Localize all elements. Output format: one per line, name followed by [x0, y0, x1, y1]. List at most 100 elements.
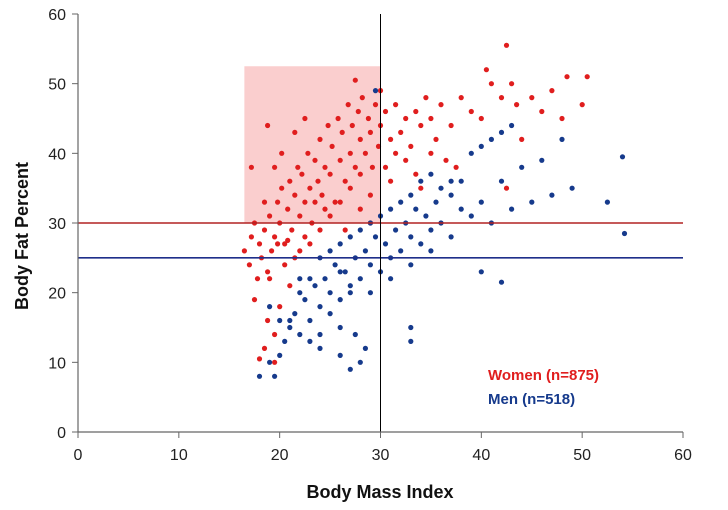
data-point — [347, 283, 353, 289]
data-point — [287, 283, 293, 289]
data-point — [408, 192, 414, 198]
data-point — [272, 234, 278, 240]
data-point — [279, 185, 285, 191]
data-point — [272, 164, 278, 170]
data-point — [509, 206, 515, 212]
data-point — [275, 199, 281, 205]
data-point — [337, 241, 343, 247]
data-point — [362, 150, 368, 156]
data-point — [388, 206, 394, 212]
data-point — [418, 185, 424, 191]
data-point — [342, 227, 348, 233]
data-point — [458, 206, 464, 212]
data-point — [345, 102, 351, 108]
data-point — [248, 164, 254, 170]
data-point — [408, 143, 414, 149]
axis-layer: 0 10 20 30 40 50 60 0 10 20 30 40 50 60 — [48, 7, 692, 464]
data-point — [357, 276, 363, 282]
data-point — [483, 67, 489, 73]
data-point — [327, 290, 333, 296]
data-point — [355, 108, 361, 115]
data-point — [332, 199, 338, 205]
data-point — [269, 248, 275, 254]
data-point — [621, 230, 628, 237]
data-point — [478, 269, 484, 275]
data-point — [352, 77, 358, 83]
data-point — [287, 324, 293, 331]
data-point — [519, 136, 525, 142]
data-point — [369, 164, 375, 170]
data-point — [347, 150, 353, 156]
data-point — [408, 262, 414, 268]
x-tick-label: 10 — [170, 447, 188, 464]
data-point — [337, 269, 343, 275]
data-point — [322, 206, 328, 212]
data-point — [468, 108, 474, 115]
legend-men: Men (n=518) — [488, 391, 575, 408]
x-axis-title: Body Mass Index — [306, 482, 453, 502]
data-point — [418, 178, 424, 184]
data-point — [418, 241, 424, 247]
data-point — [503, 42, 510, 48]
data-point — [357, 227, 363, 233]
data-point — [382, 164, 389, 170]
data-point — [275, 241, 281, 247]
data-point — [519, 164, 525, 170]
y-tick-label: 50 — [48, 77, 66, 94]
x-tick-label: 30 — [372, 447, 390, 464]
data-point — [438, 102, 444, 108]
data-point — [365, 115, 371, 122]
data-point — [335, 115, 341, 122]
data-point — [342, 178, 348, 184]
data-point — [433, 136, 439, 142]
data-point — [413, 206, 419, 212]
data-point — [277, 304, 283, 310]
data-point — [509, 81, 515, 87]
data-point — [478, 143, 484, 149]
data-point — [549, 192, 555, 198]
data-point — [398, 248, 404, 254]
data-point — [246, 262, 252, 268]
shaded-region — [244, 66, 381, 223]
data-point — [367, 262, 373, 268]
data-point — [327, 171, 333, 177]
data-point — [272, 331, 278, 338]
data-point — [342, 269, 348, 275]
data-point — [282, 262, 288, 268]
y-tick-label: 40 — [48, 146, 66, 163]
data-point — [312, 199, 318, 205]
data-point — [347, 234, 353, 240]
data-point — [272, 373, 278, 379]
data-point — [408, 234, 414, 240]
data-point — [241, 248, 247, 254]
data-point — [292, 129, 298, 135]
data-point — [388, 178, 394, 184]
data-point — [372, 102, 379, 108]
data-point — [514, 102, 520, 108]
data-point — [307, 276, 313, 282]
data-point — [372, 88, 379, 94]
data-point — [584, 74, 590, 80]
data-point — [372, 234, 379, 240]
data-point — [604, 199, 611, 205]
data-point — [299, 171, 305, 177]
data-point — [428, 248, 434, 254]
y-tick-label: 10 — [48, 355, 66, 372]
shaded-region-layer — [244, 66, 381, 223]
data-point — [367, 129, 373, 135]
data-point — [317, 304, 323, 310]
data-point — [282, 241, 288, 247]
data-point — [403, 115, 409, 122]
data-point — [498, 95, 505, 101]
data-point — [317, 136, 323, 142]
data-point — [448, 192, 454, 198]
data-point — [327, 311, 333, 317]
data-point — [322, 276, 328, 282]
data-point — [357, 359, 363, 365]
data-point — [267, 213, 273, 219]
data-point — [317, 345, 323, 351]
data-point — [468, 213, 474, 219]
data-point — [347, 290, 353, 296]
data-point — [297, 331, 303, 338]
data-point — [529, 95, 535, 101]
